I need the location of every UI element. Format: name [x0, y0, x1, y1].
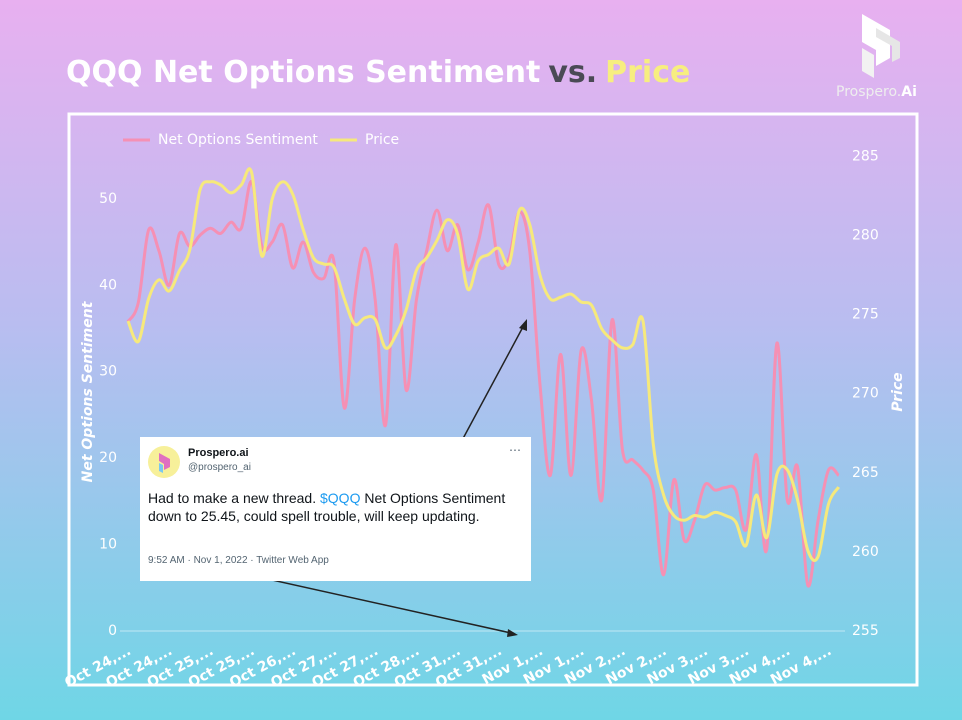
tweet-card: Prospero.ai @prospero_ai ⋯ Had to make a… [140, 437, 531, 581]
tweet-text-part: Net Options Sentiment down to 25.45, cou… [148, 490, 506, 524]
avatar-shape [159, 453, 170, 470]
y-tick-label: 40 [99, 277, 117, 293]
y-tick-label: 0 [108, 623, 117, 639]
series-line [126, 180, 840, 588]
arrow-head [519, 319, 527, 331]
y-tick-label: 20 [99, 450, 117, 466]
logo-mark [862, 48, 874, 78]
legend-label: Net Options Sentiment [158, 132, 318, 148]
y-tick-label: 50 [99, 191, 117, 207]
tweet-handle: @prospero_ai [188, 462, 251, 473]
tweet-text: Had to make a new thread. $QQQ Net Optio… [148, 489, 523, 525]
title-part: vs. [548, 55, 597, 90]
logo-part: Ai [901, 84, 917, 100]
title-part: Price [605, 55, 690, 90]
y-tick-label: 10 [99, 537, 117, 553]
y2-tick-label: 275 [852, 307, 879, 323]
tweet-text-part: Had to make a new thread. [148, 490, 320, 506]
y2-tick-label: 255 [852, 623, 879, 639]
legend-label: Price [365, 132, 399, 148]
avatar-shape [159, 463, 163, 473]
tweet-name: Prospero.ai [188, 447, 249, 459]
tweet-menu[interactable]: ⋯ [509, 443, 521, 457]
logo: Prospero.Ai [836, 14, 917, 100]
y-axis-label: Net Options Sentiment [80, 300, 96, 482]
chart-title: QQQ Net Options Sentiment vs. Price [66, 55, 690, 90]
y2-tick-label: 265 [852, 465, 879, 481]
logo-part: Prospero. [836, 84, 901, 100]
logo-mark [862, 14, 890, 66]
arrow-head [507, 629, 518, 637]
avatar [148, 446, 180, 478]
series-line [126, 167, 840, 563]
cashtag[interactable]: $QQQ [320, 490, 361, 506]
y-tick-label: 30 [99, 364, 117, 380]
tweet-meta: 9:52 AM · Nov 1, 2022 · Twitter Web App [148, 555, 329, 566]
chart-frame [67, 112, 919, 687]
y2-tick-label: 280 [852, 228, 879, 244]
y2-tick-label: 270 [852, 386, 879, 402]
y2-axis-label: Price [890, 372, 906, 411]
logo-mark [876, 28, 900, 62]
title-part: QQQ Net Options Sentiment [66, 55, 540, 90]
logo-text: Prospero.Ai [836, 84, 917, 100]
avatar-icon [159, 453, 170, 473]
y2-tick-label: 260 [852, 544, 879, 560]
y2-tick-label: 285 [852, 148, 879, 164]
